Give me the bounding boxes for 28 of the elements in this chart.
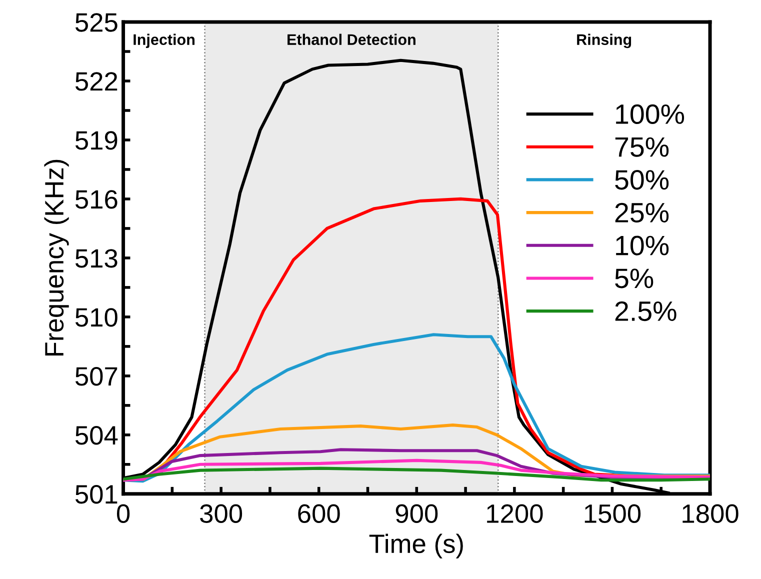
x-tick-label: 1500 bbox=[584, 504, 641, 523]
band-label: Ethanol Detection bbox=[288, 34, 416, 46]
y-tick-label: 522 bbox=[75, 72, 118, 91]
x-tick-label: 0 bbox=[116, 504, 130, 523]
legend-label: 75% bbox=[615, 137, 669, 157]
legend-label: 50% bbox=[615, 170, 669, 190]
x-tick-label: 600 bbox=[298, 504, 340, 523]
y-tick-label: 510 bbox=[75, 308, 118, 327]
legend-label: 100% bbox=[616, 104, 684, 124]
annotation: Rinsing bbox=[577, 34, 632, 48]
x-tick-label: 300 bbox=[200, 504, 242, 523]
x-tick-label: 1800 bbox=[682, 504, 738, 523]
y-tick-label: 519 bbox=[75, 131, 118, 150]
y-tick-label: 501 bbox=[75, 485, 118, 504]
x-tick-label: 1200 bbox=[487, 504, 543, 523]
legend-label: 10% bbox=[616, 236, 669, 256]
x-axis-title: Time (s) bbox=[369, 534, 463, 558]
x-tick-label: 900 bbox=[396, 504, 438, 523]
legend-label: 5% bbox=[615, 268, 654, 288]
y-tick-label: 525 bbox=[75, 13, 118, 32]
legend-label: 25% bbox=[615, 202, 669, 223]
annotation: Injection bbox=[134, 34, 194, 48]
y-tick-label: 507 bbox=[75, 367, 118, 386]
legend-label: 2.5% bbox=[615, 301, 676, 322]
y-tick-label: 504 bbox=[75, 426, 118, 445]
y-axis-title: Frequency (KHz) bbox=[44, 160, 69, 356]
y-tick-label: 516 bbox=[75, 190, 118, 209]
y-tick-label: 513 bbox=[75, 249, 118, 268]
